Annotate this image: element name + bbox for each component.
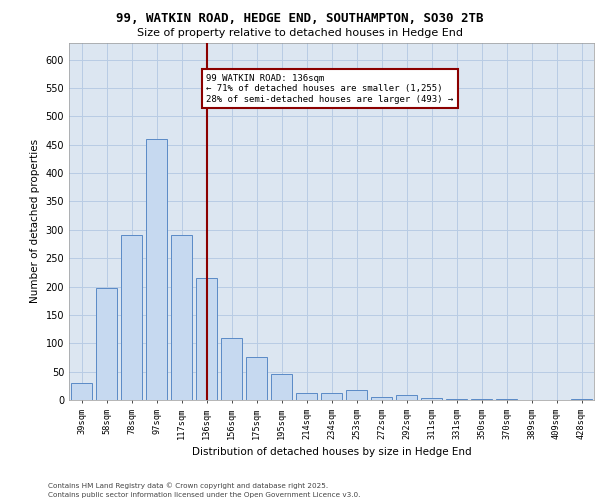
Bar	[421, 398, 442, 400]
Text: Contains public sector information licensed under the Open Government Licence v3: Contains public sector information licen…	[48, 492, 361, 498]
Bar	[71, 383, 92, 400]
Bar	[121, 236, 142, 400]
Bar	[371, 397, 392, 400]
Y-axis label: Number of detached properties: Number of detached properties	[30, 139, 40, 304]
Text: Size of property relative to detached houses in Hedge End: Size of property relative to detached ho…	[137, 28, 463, 38]
Bar	[96, 288, 117, 400]
Bar	[296, 393, 317, 400]
Bar	[221, 338, 242, 400]
Bar	[146, 139, 167, 400]
Bar	[571, 399, 592, 400]
Bar	[196, 278, 217, 400]
Text: 99 WATKIN ROAD: 136sqm
← 71% of detached houses are smaller (1,255)
28% of semi-: 99 WATKIN ROAD: 136sqm ← 71% of detached…	[206, 74, 454, 104]
X-axis label: Distribution of detached houses by size in Hedge End: Distribution of detached houses by size …	[191, 448, 472, 458]
Bar	[246, 358, 267, 400]
Bar	[171, 236, 192, 400]
Bar	[321, 393, 342, 400]
Bar	[396, 396, 417, 400]
Bar	[271, 374, 292, 400]
Bar	[346, 390, 367, 400]
Text: Contains HM Land Registry data © Crown copyright and database right 2025.: Contains HM Land Registry data © Crown c…	[48, 482, 328, 489]
Bar	[446, 399, 467, 400]
Text: 99, WATKIN ROAD, HEDGE END, SOUTHAMPTON, SO30 2TB: 99, WATKIN ROAD, HEDGE END, SOUTHAMPTON,…	[116, 12, 484, 26]
